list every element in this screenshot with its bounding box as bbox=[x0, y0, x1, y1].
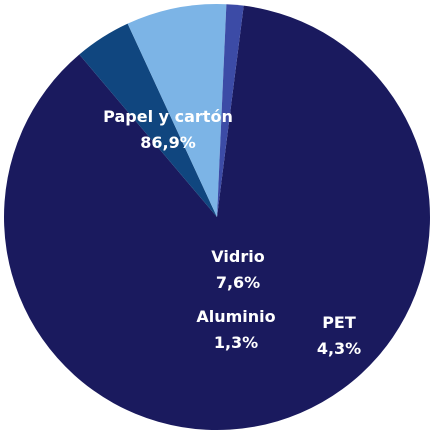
slice-value-aluminio: 1,3% bbox=[214, 333, 258, 352]
slice-value-pet: 4,3% bbox=[317, 339, 361, 358]
slice-value-papel-y-carton: 86,9% bbox=[140, 133, 196, 152]
pie-slice-pet bbox=[79, 23, 217, 217]
pie-slice-papel-y-carton bbox=[4, 5, 431, 431]
pie-slices bbox=[4, 4, 431, 431]
slice-label-vidrio: Vidrio bbox=[211, 247, 264, 266]
pie-labels: Papel y cartón 86,9% PET 4,3% Vidrio 7,6% Alum… bbox=[103, 107, 361, 358]
pie-slice-vidrio bbox=[127, 4, 227, 218]
slice-value-vidrio: 7,6% bbox=[216, 273, 260, 292]
slice-label-papel-y-carton: Papel y cartón bbox=[103, 107, 233, 126]
pie-slice-aluminio bbox=[217, 4, 244, 217]
slice-label-pet: PET bbox=[322, 313, 356, 332]
slice-label-aluminio: Aluminio bbox=[196, 307, 275, 326]
